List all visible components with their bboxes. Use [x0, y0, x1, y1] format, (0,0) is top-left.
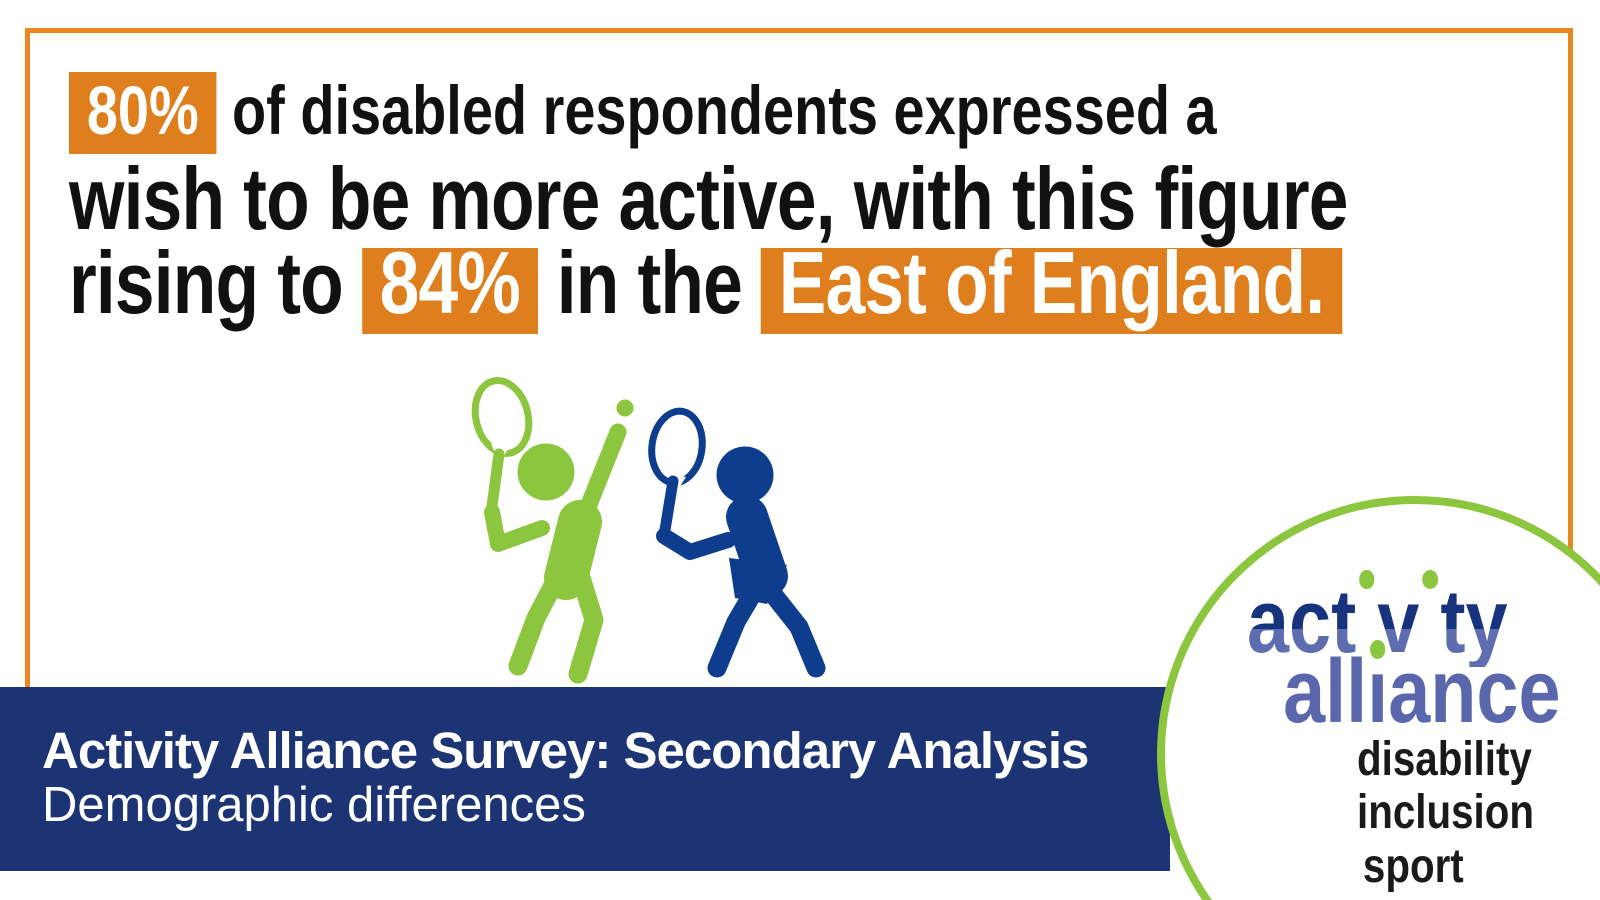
tennis-players-illustration: [471, 377, 826, 684]
logo-word-activity: actıvıty: [1247, 572, 1508, 672]
region-highlight: East of England.: [760, 239, 1343, 334]
stat-highlight-80: 80%: [69, 72, 217, 154]
green-tennis-player-icon: [471, 377, 627, 684]
footer-title: Activity Alliance Survey: Secondary Anal…: [42, 722, 1089, 779]
headline-line-2: wish to be more active, with this figure: [69, 149, 1348, 248]
footer-subtitle: Demographic differences: [42, 778, 586, 832]
logo-tagline-disability: disability: [1357, 733, 1532, 786]
headline-line-3: rising to 84% in the East of England.: [69, 238, 1348, 334]
navy-tennis-player-icon: [648, 407, 826, 678]
footer-bar: Activity Alliance Survey: Secondary Anal…: [0, 687, 1170, 871]
tennis-ball-icon: [616, 399, 634, 417]
headline-line1-text: of disabled respondents expressed a: [216, 72, 1217, 149]
headline: 80% of disabled respondents expressed a …: [69, 70, 1348, 334]
headline-line-1: 80% of disabled respondents expressed a: [69, 70, 1348, 154]
headline-line3-pre: rising to: [69, 233, 362, 332]
logo-tagline-sport: sport: [1362, 840, 1464, 893]
logo-word-alliance: allıance: [1283, 642, 1561, 742]
logo-tagline-inclusion: inclusion: [1357, 786, 1535, 839]
stat-highlight-84: 84%: [361, 239, 538, 334]
headline-line3-mid: in the: [537, 233, 761, 332]
